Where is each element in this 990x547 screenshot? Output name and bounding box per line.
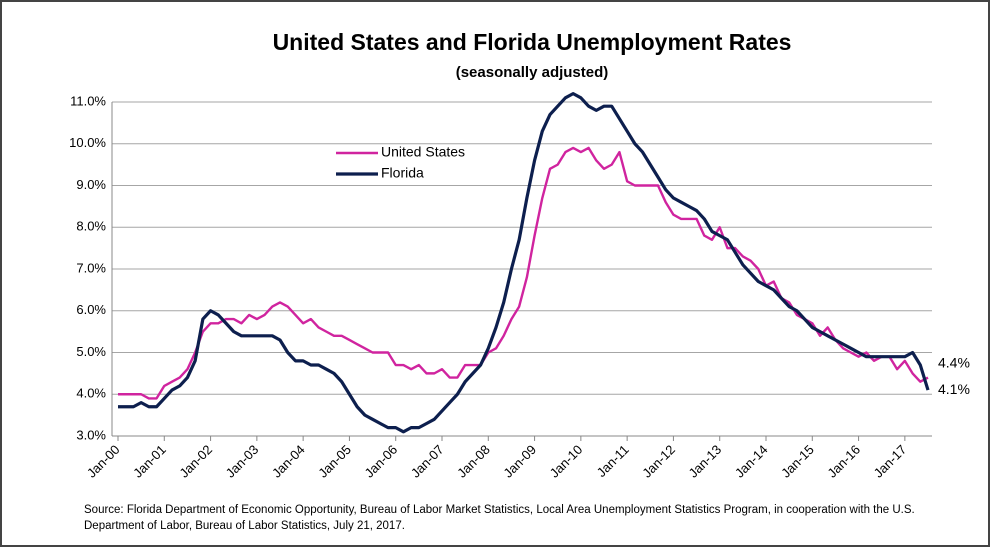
y-tick-label: 8.0% (76, 219, 106, 234)
y-tick-label: 10.0% (69, 135, 106, 150)
legend-label: Florida (381, 165, 424, 181)
y-tick-label: 7.0% (76, 260, 106, 275)
y-tick-label: 5.0% (76, 344, 106, 359)
y-tick-label: 9.0% (76, 177, 106, 192)
y-tick-label: 4.0% (76, 386, 106, 401)
series-line (118, 92, 930, 434)
y-tick-label: 11.0% (70, 93, 106, 108)
chart-title: United States and Florida Unemployment R… (273, 29, 792, 55)
source-box: Source: Florida Department of Economic O… (84, 504, 915, 532)
y-tick-label: 6.0% (76, 302, 106, 317)
source: Source: Florida Department of Economic O… (84, 504, 915, 532)
chart-subtitle: (seasonally adjusted) (456, 64, 609, 81)
legend-label: United States (381, 144, 465, 160)
y-tick-label: 3.0% (76, 427, 106, 442)
end-label: 4.1% (938, 381, 970, 397)
end-label: 4.4% (938, 354, 970, 370)
